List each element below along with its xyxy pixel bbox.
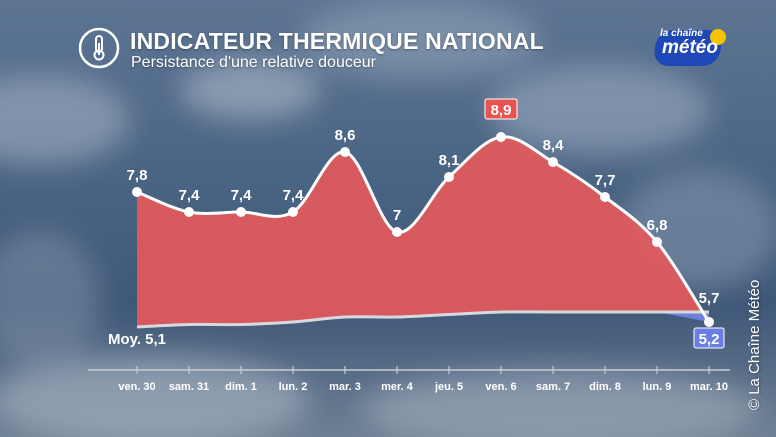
data-point	[392, 227, 402, 237]
thermometer-icon	[78, 27, 120, 69]
x-tick-label: lun. 2	[279, 381, 308, 393]
below-average-area	[657, 312, 709, 322]
data-point	[184, 207, 194, 217]
sun-icon	[710, 29, 726, 45]
data-point	[600, 192, 610, 202]
data-point	[496, 132, 506, 142]
x-tick-label: ven. 6	[485, 381, 516, 393]
average-start-label: Moy. 5,1	[108, 331, 166, 348]
data-label: 7,8	[127, 167, 148, 184]
data-label: 8,6	[335, 127, 356, 144]
data-label: 8,1	[439, 152, 460, 169]
data-label: 5,2	[699, 331, 720, 348]
x-tick-label: dim. 8	[589, 381, 621, 393]
data-label: 8,9	[491, 102, 512, 119]
above-average-area	[137, 136, 709, 327]
data-label: 7,4	[231, 187, 253, 204]
brand-logo	[654, 29, 726, 66]
x-tick-label: ven. 30	[118, 381, 155, 393]
data-label: 8,4	[543, 137, 565, 154]
x-tick-label: mar. 10	[690, 381, 728, 393]
data-point	[132, 187, 142, 197]
x-tick-label: sam. 31	[169, 381, 209, 393]
data-point	[704, 317, 714, 327]
x-tick-label: dim. 1	[225, 381, 257, 393]
copyright-text: © La Chaîne Météo	[746, 279, 763, 410]
data-label: 7,4	[179, 187, 201, 204]
data-point	[652, 237, 662, 247]
data-point	[236, 207, 246, 217]
data-point	[548, 157, 558, 167]
logo-top-text: la chaîne	[660, 28, 703, 39]
logo-main-text: météo	[662, 37, 718, 58]
average-end-label: 5,7	[699, 290, 720, 307]
data-point	[444, 172, 454, 182]
min-badge	[693, 327, 725, 349]
x-tick-label: lun. 9	[643, 381, 672, 393]
data-label: 7	[393, 207, 401, 224]
data-label: 6,8	[647, 217, 668, 234]
average-line	[136, 310, 709, 329]
data-label: 7,4	[283, 187, 305, 204]
x-tick-label: mer. 4	[381, 381, 414, 393]
x-tick-label: sam. 7	[536, 381, 570, 393]
max-badge	[484, 98, 518, 120]
data-point	[288, 207, 298, 217]
data-label: 7,7	[595, 172, 616, 189]
data-point	[340, 147, 350, 157]
x-tick-label: mar. 3	[329, 381, 361, 393]
x-tick-label: jeu. 5	[434, 381, 463, 393]
chart-subtitle: Persistance d'une relative douceur	[131, 54, 376, 71]
chart-title: INDICATEUR THERMIQUE NATIONAL	[130, 28, 544, 54]
